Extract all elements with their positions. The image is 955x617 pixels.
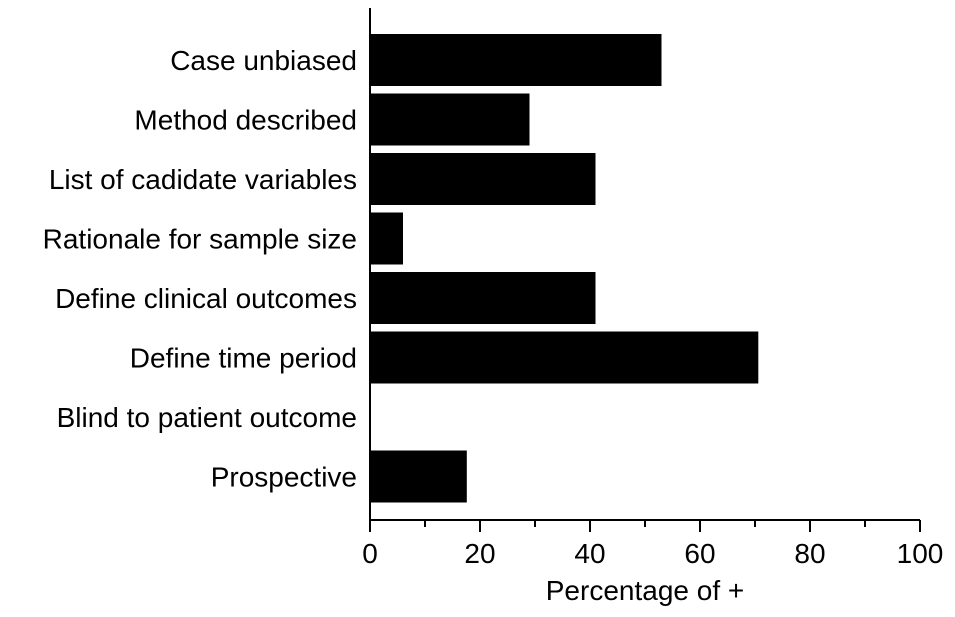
- bar-5: [370, 331, 759, 384]
- x-tick-label: 40: [574, 538, 605, 569]
- x-axis-title: Percentage of +: [546, 575, 744, 606]
- bar-4: [370, 272, 596, 324]
- bar-7: [370, 450, 467, 503]
- category-label: Case unbiased: [170, 45, 357, 76]
- x-tick-label: 0: [362, 538, 378, 569]
- bar-2: [370, 153, 596, 205]
- bars-group: [370, 34, 759, 503]
- category-label: Define time period: [130, 343, 357, 374]
- category-label: Rationale for sample size: [43, 224, 357, 255]
- bar-3: [370, 212, 403, 265]
- x-ticks-group: 0 20 40 60 80 100: [362, 520, 943, 569]
- category-label: Prospective: [211, 462, 357, 493]
- x-tick-label: 100: [897, 538, 944, 569]
- x-tick-label: 80: [794, 538, 825, 569]
- x-tick-label: 20: [464, 538, 495, 569]
- x-tick-label: 60: [684, 538, 715, 569]
- category-label: Blind to patient outcome: [57, 402, 357, 433]
- bar-0: [370, 34, 662, 86]
- category-label: Define clinical outcomes: [55, 283, 357, 314]
- category-label: Method described: [134, 105, 357, 136]
- category-labels-group: Case unbiased Method described List of cad…: [43, 45, 357, 493]
- bar-1: [370, 93, 530, 146]
- category-label: List of cadidate variables: [49, 164, 357, 195]
